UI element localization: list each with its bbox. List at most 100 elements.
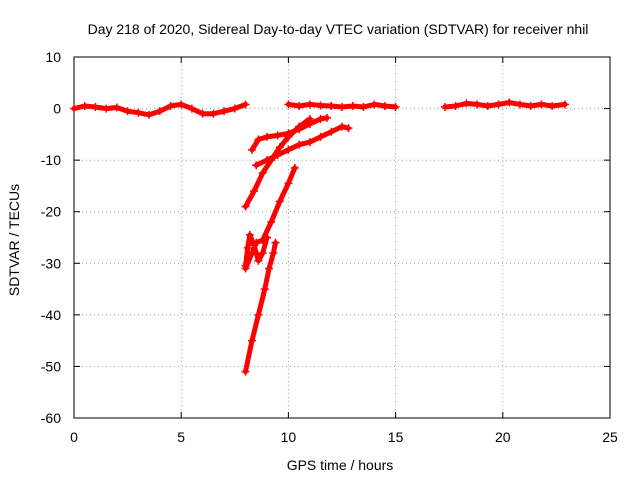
data-point: [275, 143, 284, 152]
data-point: [209, 109, 218, 118]
data-point: [247, 145, 256, 154]
data-point: [230, 104, 239, 113]
data-point: [295, 140, 304, 149]
data-point: [241, 202, 250, 211]
data-point: [273, 131, 282, 140]
data-point: [187, 104, 196, 113]
data-point: [284, 132, 293, 141]
data-point: [254, 310, 263, 319]
data-point: [198, 109, 207, 118]
series-line: [253, 124, 351, 168]
data-point: [316, 114, 325, 123]
data-point: [70, 104, 78, 113]
data-point: [526, 101, 535, 110]
data-point: [145, 110, 154, 119]
data-point: [451, 101, 460, 110]
data-point: [380, 101, 389, 110]
series-arc-2: [284, 100, 400, 112]
data-point: [560, 100, 569, 109]
data-point: [102, 104, 111, 113]
data-point: [505, 98, 514, 107]
data-point: [258, 169, 267, 178]
series-arc-8: [241, 230, 271, 270]
data-point: [338, 103, 346, 112]
series-arc-6: [252, 122, 353, 170]
data-point: [258, 248, 267, 257]
data-point: [123, 107, 132, 116]
data-point: [462, 99, 471, 108]
data-point: [327, 127, 336, 136]
data-point: [80, 101, 89, 110]
x-tick-label: 25: [602, 429, 618, 445]
data-point: [295, 101, 304, 110]
data-point: [247, 336, 256, 345]
y-tick-label: -30: [41, 255, 61, 271]
data-point: [305, 114, 314, 123]
data-point: [262, 156, 271, 165]
data-point: [241, 367, 250, 376]
data-point: [305, 138, 314, 147]
data-point: [284, 179, 293, 188]
y-tick-label: -60: [41, 410, 61, 426]
x-tick-label: 20: [495, 429, 511, 445]
data-point: [338, 122, 346, 131]
data-point: [250, 241, 259, 250]
y-tick-label: 0: [53, 101, 61, 117]
data-point: [273, 150, 282, 159]
data-point: [250, 187, 259, 196]
data-point: [241, 261, 250, 270]
data-point: [494, 100, 503, 109]
y-tick-label: -20: [41, 204, 61, 220]
series-arc-1: [70, 100, 250, 119]
data-point: [254, 135, 263, 144]
data-point: [166, 101, 175, 110]
y-tick-label: -40: [41, 307, 61, 323]
x-tick-label: 0: [70, 429, 78, 445]
data-point: [370, 100, 379, 109]
data-point: [290, 163, 299, 172]
data-point: [537, 100, 546, 109]
data-point: [391, 103, 400, 112]
plot-frame: [73, 56, 611, 419]
data-point: [134, 108, 143, 117]
data-point: [483, 101, 492, 110]
data-point: [220, 107, 229, 116]
data-point: [265, 264, 274, 273]
data-point: [316, 132, 325, 141]
axis-ticks: 0 5 10 15 20 25 -60 -50 -40 -30 -20 -10 0 10: [41, 49, 618, 445]
data-point: [112, 103, 121, 112]
data-point: [275, 197, 284, 206]
y-tick-label: -10: [41, 152, 61, 168]
data-point: [359, 103, 368, 112]
x-axis-label: GPS time / hours: [287, 457, 394, 473]
x-tick-label: 15: [388, 429, 404, 445]
x-tick-label: 10: [281, 429, 297, 445]
data-point: [327, 101, 336, 110]
series-arc-3: [440, 98, 569, 112]
data-point: [348, 101, 357, 110]
data-point: [271, 238, 280, 247]
data-point: [91, 103, 100, 112]
data-point: [295, 122, 304, 131]
y-tick-label: 10: [45, 49, 61, 65]
data-point: [284, 100, 293, 109]
data-series: [70, 98, 569, 376]
data-point: [252, 161, 261, 170]
data-point: [440, 103, 449, 112]
data-point: [262, 233, 271, 242]
y-tick-label: -50: [41, 358, 61, 374]
data-point: [548, 101, 557, 110]
data-point: [322, 113, 331, 122]
data-point: [269, 248, 278, 257]
data-point: [241, 100, 250, 109]
data-point: [260, 285, 269, 294]
data-point: [155, 107, 164, 116]
x-tick-label: 5: [177, 429, 185, 445]
data-point: [254, 256, 263, 265]
data-point: [177, 100, 186, 109]
data-point: [245, 230, 254, 239]
data-point: [316, 101, 325, 110]
series-arc-9: [241, 238, 280, 376]
data-point: [473, 100, 482, 109]
